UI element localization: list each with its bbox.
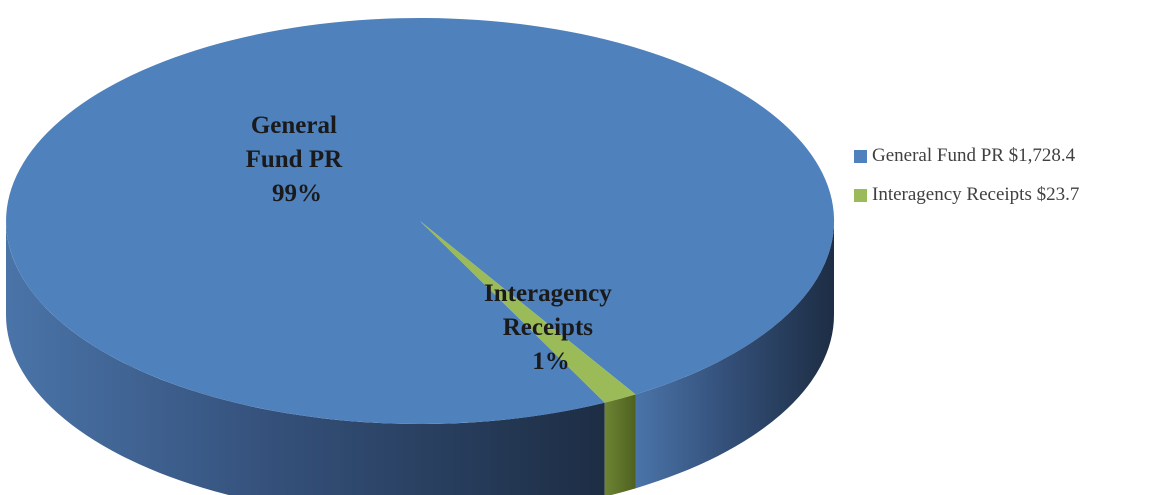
slice-label-interagency-receipts: Interagency Receipts 1%: [484, 280, 618, 375]
slice-label-general-fund-pr: General Fund PR 99%: [246, 112, 349, 207]
pie-slice-labels: General Fund PR 99% Interagency Receipts…: [246, 112, 618, 375]
legend-label-general-fund-pr: General Fund PR $1,728.4: [872, 145, 1076, 166]
pie-slice-general-fund-pr: [6, 17, 835, 424]
legend-item-general-fund-pr: General Fund PR $1,728.4: [854, 140, 1079, 172]
legend-swatch-interagency-receipts: [854, 188, 867, 202]
legend-item-interagency-receipts: Interagency Receipts $23.7: [854, 179, 1079, 211]
legend-label-interagency-receipts: Interagency Receipts $23.7: [872, 184, 1080, 205]
pie-side-general-fund-pr: [6, 221, 605, 495]
pie-top-face: [6, 17, 835, 424]
legend: General Fund PR $1,728.4 Interagency Rec…: [854, 140, 1079, 218]
pie-side-wall: [6, 221, 834, 495]
pie-side-interagency-receipts: [604, 394, 636, 495]
pie-side-general-fund-pr-right: [635, 221, 834, 489]
pie-slice-interagency-receipts: [420, 221, 636, 403]
legend-swatch-general-fund-pr: [854, 149, 867, 163]
